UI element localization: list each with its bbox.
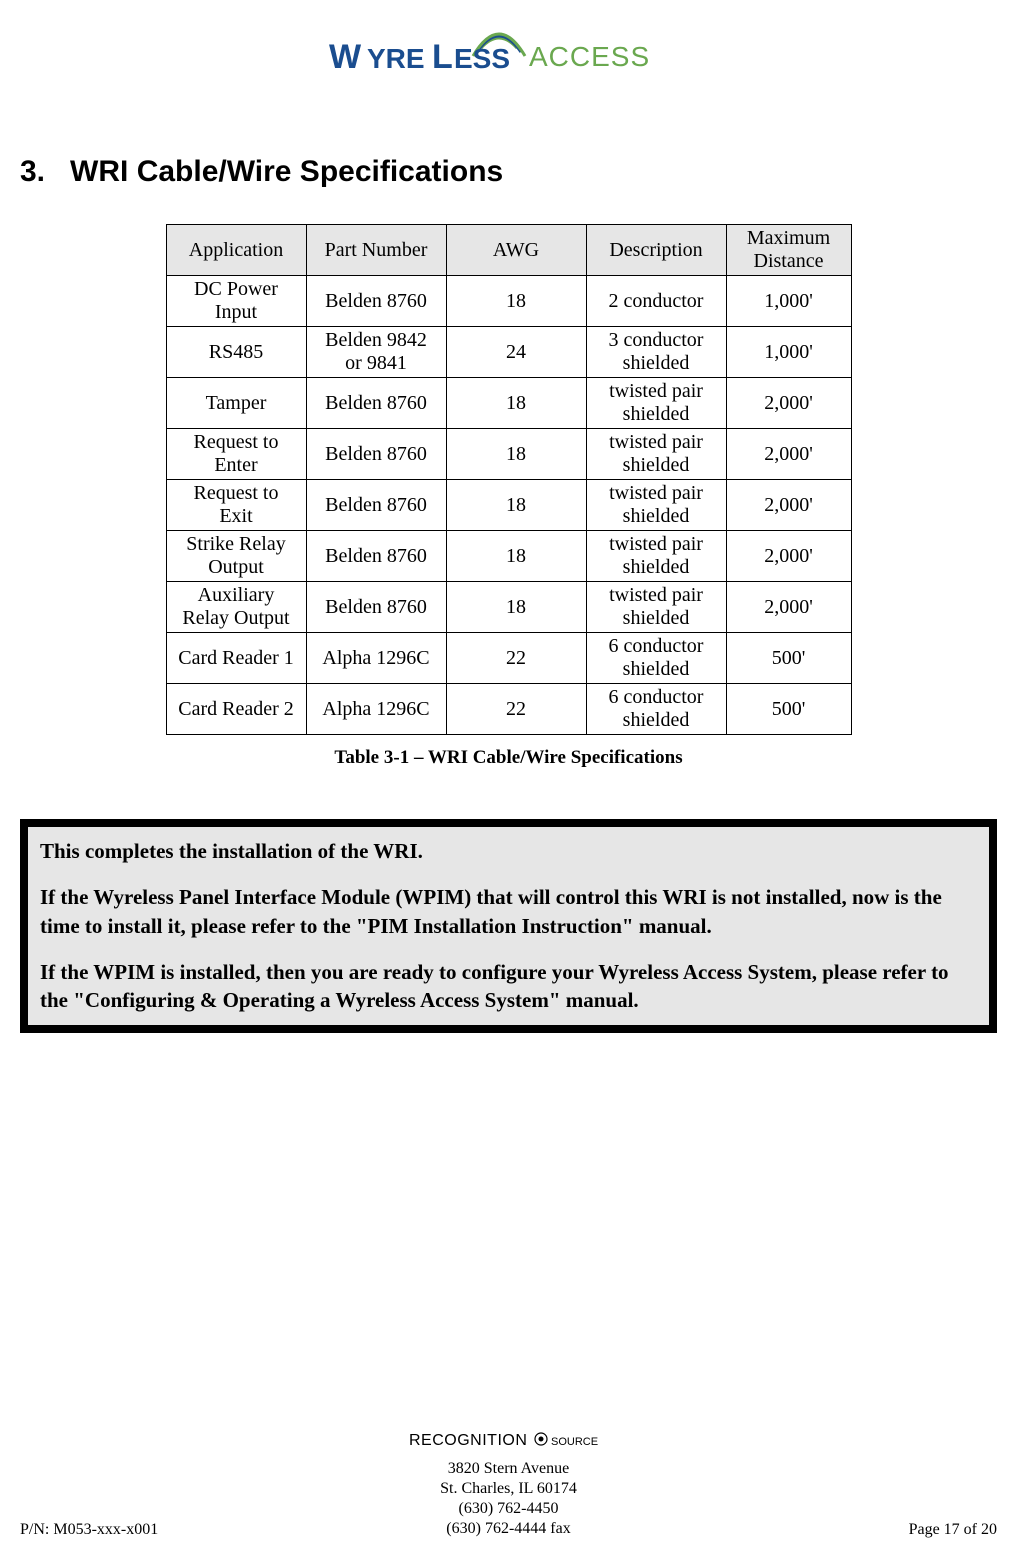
table-cell: twisted pair shielded [586,531,726,582]
table-cell: RS485 [166,327,306,378]
table-cell: Belden 8760 [306,582,446,633]
section-title: WRI Cable/Wire Specifications [70,155,503,188]
table-cell: 18 [446,429,586,480]
table-header-row: Application Part Number AWG Description … [166,225,851,276]
table-cell: 24 [446,327,586,378]
svg-text:SOURCE: SOURCE [551,1436,598,1448]
table-cell: 2,000' [726,531,851,582]
table-cell: 1,000' [726,327,851,378]
wyreless-access-logo-icon: W YRE L ESS ACCESS [319,20,699,80]
table-cell: Card Reader 2 [166,684,306,735]
recognition-source-logo-icon: RECOGNITION SOURCE [20,1429,997,1457]
table-cell: twisted pair shielded [586,429,726,480]
table-row: Request to EnterBelden 876018twisted pai… [166,429,851,480]
table-cell: Request to Enter [166,429,306,480]
svg-text:RECOGNITION: RECOGNITION [409,1432,527,1449]
table-row: RS485Belden 9842 or 9841243 conductor sh… [166,327,851,378]
spacer [20,1033,997,1429]
section-heading: 3. WRI Cable/Wire Specifications [20,155,997,189]
table-cell: Strike Relay Output [166,531,306,582]
table-header: Application [166,225,306,276]
table-cell: 500' [726,684,851,735]
page-footer: RECOGNITION SOURCE 3820 Stern Avenue St.… [20,1429,997,1539]
table-cell: 22 [446,633,586,684]
svg-text:YRE: YRE [367,43,425,74]
table-cell: twisted pair shielded [586,378,726,429]
table-header: AWG [446,225,586,276]
table-cell: 18 [446,582,586,633]
table-row: Auxiliary Relay OutputBelden 876018twist… [166,582,851,633]
document-page: W YRE L ESS ACCESS 3. WRI Cable/Wire Spe… [0,0,1017,1559]
table-cell: Card Reader 1 [166,633,306,684]
table-cell: 1,000' [726,276,851,327]
section-number: 3. [20,155,45,188]
footer-address1: 3820 Stern Avenue [20,1459,997,1479]
table-caption: Table 3-1 – WRI Cable/Wire Specification… [20,747,997,769]
table-cell: Alpha 1296C [306,633,446,684]
table-row: DC Power InputBelden 8760182 conductor1,… [166,276,851,327]
table-cell: Belden 8760 [306,378,446,429]
footer-phone: (630) 762-4450 [20,1499,997,1519]
table-cell: DC Power Input [166,276,306,327]
svg-text:ESS: ESS [454,43,510,74]
table-row: Card Reader 2Alpha 1296C226 conductor sh… [166,684,851,735]
table-cell: Auxiliary Relay Output [166,582,306,633]
table-cell: 6 conductor shielded [586,684,726,735]
table-cell: 18 [446,480,586,531]
table-cell: 18 [446,276,586,327]
table-row: Card Reader 1Alpha 1296C226 conductor sh… [166,633,851,684]
info-paragraph: If the Wyreless Panel Interface Module (… [40,883,977,940]
table-cell: twisted pair shielded [586,480,726,531]
table-header: Description [586,225,726,276]
table-row: Request to ExitBelden 876018twisted pair… [166,480,851,531]
table-cell: Tamper [166,378,306,429]
footer-page-number: Page 17 of 20 [909,1521,997,1539]
table-cell: 2,000' [726,480,851,531]
footer-address2: St. Charles, IL 60174 [20,1479,997,1499]
logo-main-text: W [329,38,362,76]
table-cell: Belden 8760 [306,276,446,327]
table-row: Strike Relay OutputBelden 876018twisted … [166,531,851,582]
table-cell: Belden 8760 [306,531,446,582]
info-paragraph: If the WPIM is installed, then you are r… [40,958,977,1015]
info-paragraph: This completes the installation of the W… [40,837,977,865]
table-cell: Belden 8760 [306,480,446,531]
footer-part-number: P/N: M053-xxx-x001 [20,1521,158,1539]
table-cell: 2 conductor [586,276,726,327]
table-cell: 22 [446,684,586,735]
specifications-table: Application Part Number AWG Description … [166,224,852,735]
svg-text:ACCESS: ACCESS [529,41,650,72]
table-cell: Belden 9842 or 9841 [306,327,446,378]
table-cell: 6 conductor shielded [586,633,726,684]
table-cell: Request to Exit [166,480,306,531]
table-cell: twisted pair shielded [586,582,726,633]
table-cell: 500' [726,633,851,684]
info-box: This completes the installation of the W… [20,819,997,1033]
header-logo: W YRE L ESS ACCESS [20,20,997,85]
table-cell: 18 [446,531,586,582]
table-cell: 2,000' [726,582,851,633]
table-cell: 2,000' [726,429,851,480]
table-row: TamperBelden 876018twisted pair shielded… [166,378,851,429]
svg-text:L: L [432,38,453,76]
table-cell: Belden 8760 [306,429,446,480]
table-cell: 18 [446,378,586,429]
table-body: DC Power InputBelden 8760182 conductor1,… [166,276,851,735]
table-cell: Alpha 1296C [306,684,446,735]
table-header: Maximum Distance [726,225,851,276]
info-box-content: This completes the installation of the W… [28,827,989,1025]
table-cell: 3 conductor shielded [586,327,726,378]
table-cell: 2,000' [726,378,851,429]
table-header: Part Number [306,225,446,276]
